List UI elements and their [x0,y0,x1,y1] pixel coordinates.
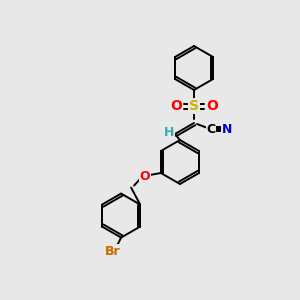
Text: N: N [222,123,232,136]
Text: C: C [206,123,215,136]
Text: O: O [140,169,150,182]
Text: O: O [170,99,182,113]
Text: O: O [206,99,218,113]
Text: S: S [189,99,199,113]
Text: Br: Br [105,245,121,258]
Text: H: H [164,127,174,140]
